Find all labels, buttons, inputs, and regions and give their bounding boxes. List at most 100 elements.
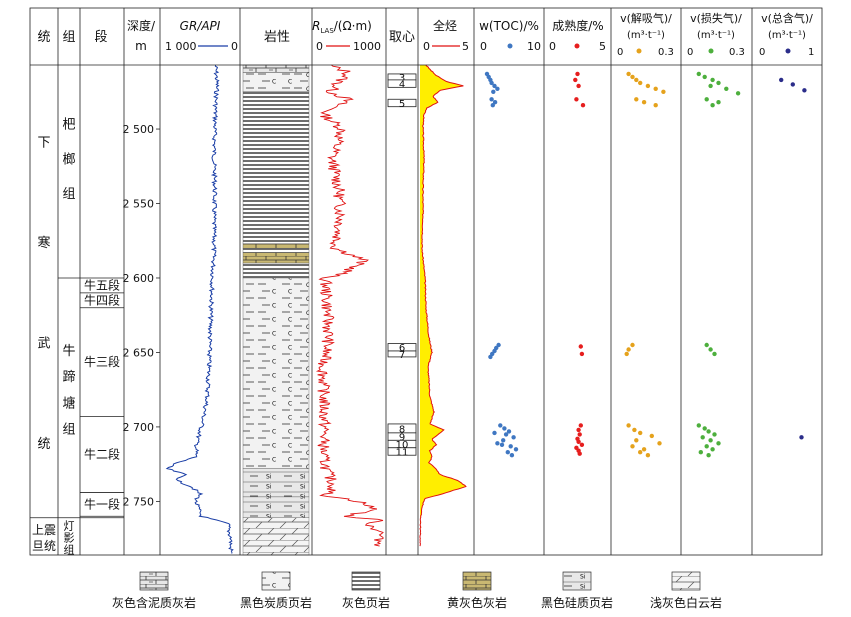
maturity-point-0 — [575, 71, 580, 77]
rlas-curve — [315, 64, 384, 547]
header-gr-right: 0 — [231, 40, 238, 53]
toc-point-17 — [506, 429, 512, 434]
toc-point-8 — [492, 100, 498, 105]
header-tg-right: 5 — [462, 40, 469, 53]
header-toc-right: 10 — [527, 40, 541, 53]
litho-gray-shale-3 — [242, 124, 310, 244]
core-label-11: 11 — [396, 447, 409, 458]
litho-yellow-limestone-6 — [242, 252, 310, 264]
header-total: v(总含气)/ — [761, 11, 813, 25]
lostgas-point-0 — [696, 71, 701, 77]
lower-cambrian-char-3: 统 — [37, 437, 50, 452]
maturity-point-15 — [577, 451, 582, 456]
desorbedgas-point-13 — [626, 423, 631, 428]
legend-label-siliceous-shale: 黑色硅质页岩 — [541, 595, 613, 610]
desorbedgas-point-16 — [649, 433, 654, 439]
header-mat-left: 0 — [549, 40, 556, 53]
lostgas-point-9 — [710, 103, 715, 108]
maturity-point-11 — [576, 439, 581, 444]
toc-point-20 — [501, 438, 506, 443]
depth-label-2: 2 600 — [123, 272, 155, 285]
niuti-char-0: 牛 — [62, 344, 75, 359]
dengying-char-0: 灯 — [64, 520, 75, 533]
core-label-8: 8 — [399, 424, 405, 435]
toc-point-16 — [502, 426, 507, 431]
core-box-7 — [387, 350, 417, 358]
litho-siliceous-shale-10 — [242, 496, 310, 518]
desorbedgas-point-21 — [638, 450, 643, 455]
maturity-point-5 — [578, 344, 583, 349]
lower-cambrian-char-0: 下 — [37, 136, 50, 151]
toc-point-27 — [499, 442, 505, 447]
toc-point-24 — [505, 450, 510, 455]
core-label-9: 9 — [399, 433, 405, 444]
core-label-7: 7 — [399, 350, 405, 361]
scatter-points — [484, 71, 807, 458]
depth-label-5: 2 750 — [123, 495, 155, 508]
desorbedgas-point-18 — [657, 441, 662, 446]
lostgas-point-1 — [702, 74, 707, 80]
rlas-symbol: R — [312, 19, 320, 33]
lithology-legend: 灰色含泥质灰岩 黑色炭质页岩 灰色页岩 黄灰色灰岩 黑色硅质页岩 浅灰色白云岩 — [112, 571, 722, 610]
niuti-char-3: 组 — [62, 422, 75, 437]
legend-label-gray-shale: 灰色页岩 — [342, 595, 390, 610]
lostgas-point-20 — [704, 444, 709, 449]
depth-label-0: 2 500 — [123, 123, 155, 136]
header-total-right: 1 — [808, 47, 814, 58]
toc-point-14 — [488, 354, 493, 360]
header-total-left: 0 — [759, 47, 765, 58]
lithology-column — [242, 64, 310, 556]
lostgas-point-12 — [712, 351, 717, 357]
lostgas-point-16 — [712, 432, 717, 437]
maturity-point-7 — [578, 423, 583, 428]
desorbedgas-point-20 — [641, 447, 647, 452]
desorbedgas-point-0 — [626, 71, 631, 77]
desorbedgas-point-19 — [630, 444, 635, 449]
header-desorbed-left: 0 — [617, 47, 623, 58]
upper-sinian-line1: 上震 — [32, 523, 56, 537]
header-formation: 组 — [62, 30, 75, 45]
table-frame — [29, 7, 823, 556]
desorbedgas-point-10 — [630, 342, 635, 348]
toc-point-10 — [496, 342, 501, 348]
desorbedgas-point-8 — [641, 100, 647, 105]
table-border — [29, 7, 823, 556]
desorbedgas-point-1 — [630, 74, 635, 80]
header-mat-right: 5 — [599, 40, 606, 53]
header-rlas: RLAS/(Ω·m) — [312, 19, 372, 35]
curves — [165, 64, 467, 554]
lostgas-point-10 — [704, 342, 709, 348]
header-lost-unit: (m³·t⁻¹) — [697, 30, 735, 41]
lostgas-point-23 — [706, 453, 711, 458]
toc-point-25 — [509, 453, 515, 458]
bali-char-2: 组 — [62, 187, 75, 202]
header-gr-left: 1 000 — [165, 40, 197, 53]
lostgas-point-8 — [716, 100, 721, 105]
depth-label-1: 2 550 — [123, 198, 155, 211]
header-gr: GR/API — [180, 19, 221, 33]
desorbedgas-point-3 — [638, 80, 643, 86]
litho-gray-shale-7 — [242, 262, 310, 279]
bali-char-1: 榔 — [62, 152, 75, 167]
depth-axis: 2 500 2 550 2 600 2 650 2 700 2 750 — [123, 123, 160, 508]
legend-swatch-muddy-limestone — [139, 571, 169, 591]
lower-cambrian-char-1: 寒 — [37, 235, 50, 251]
depth-label-3: 2 650 — [123, 346, 155, 359]
core-label-5: 5 — [399, 99, 405, 110]
core-box-11 — [387, 447, 417, 456]
totalgas-point-3 — [799, 435, 804, 440]
lostgas-point-19 — [716, 441, 721, 446]
toc-point-23 — [513, 447, 519, 452]
lostgas-point-7 — [704, 97, 709, 102]
toc-point-3 — [489, 80, 494, 86]
header-depth: 深度/ — [127, 18, 156, 33]
header-desorbed-right: 0.3 — [658, 47, 674, 58]
header-core: 取心 — [389, 30, 415, 45]
header-tg: 全烃 — [433, 18, 457, 33]
maturity-legend-dot — [574, 43, 580, 49]
lostgas-point-13 — [696, 423, 701, 428]
litho-gray-shale-5 — [242, 247, 310, 253]
